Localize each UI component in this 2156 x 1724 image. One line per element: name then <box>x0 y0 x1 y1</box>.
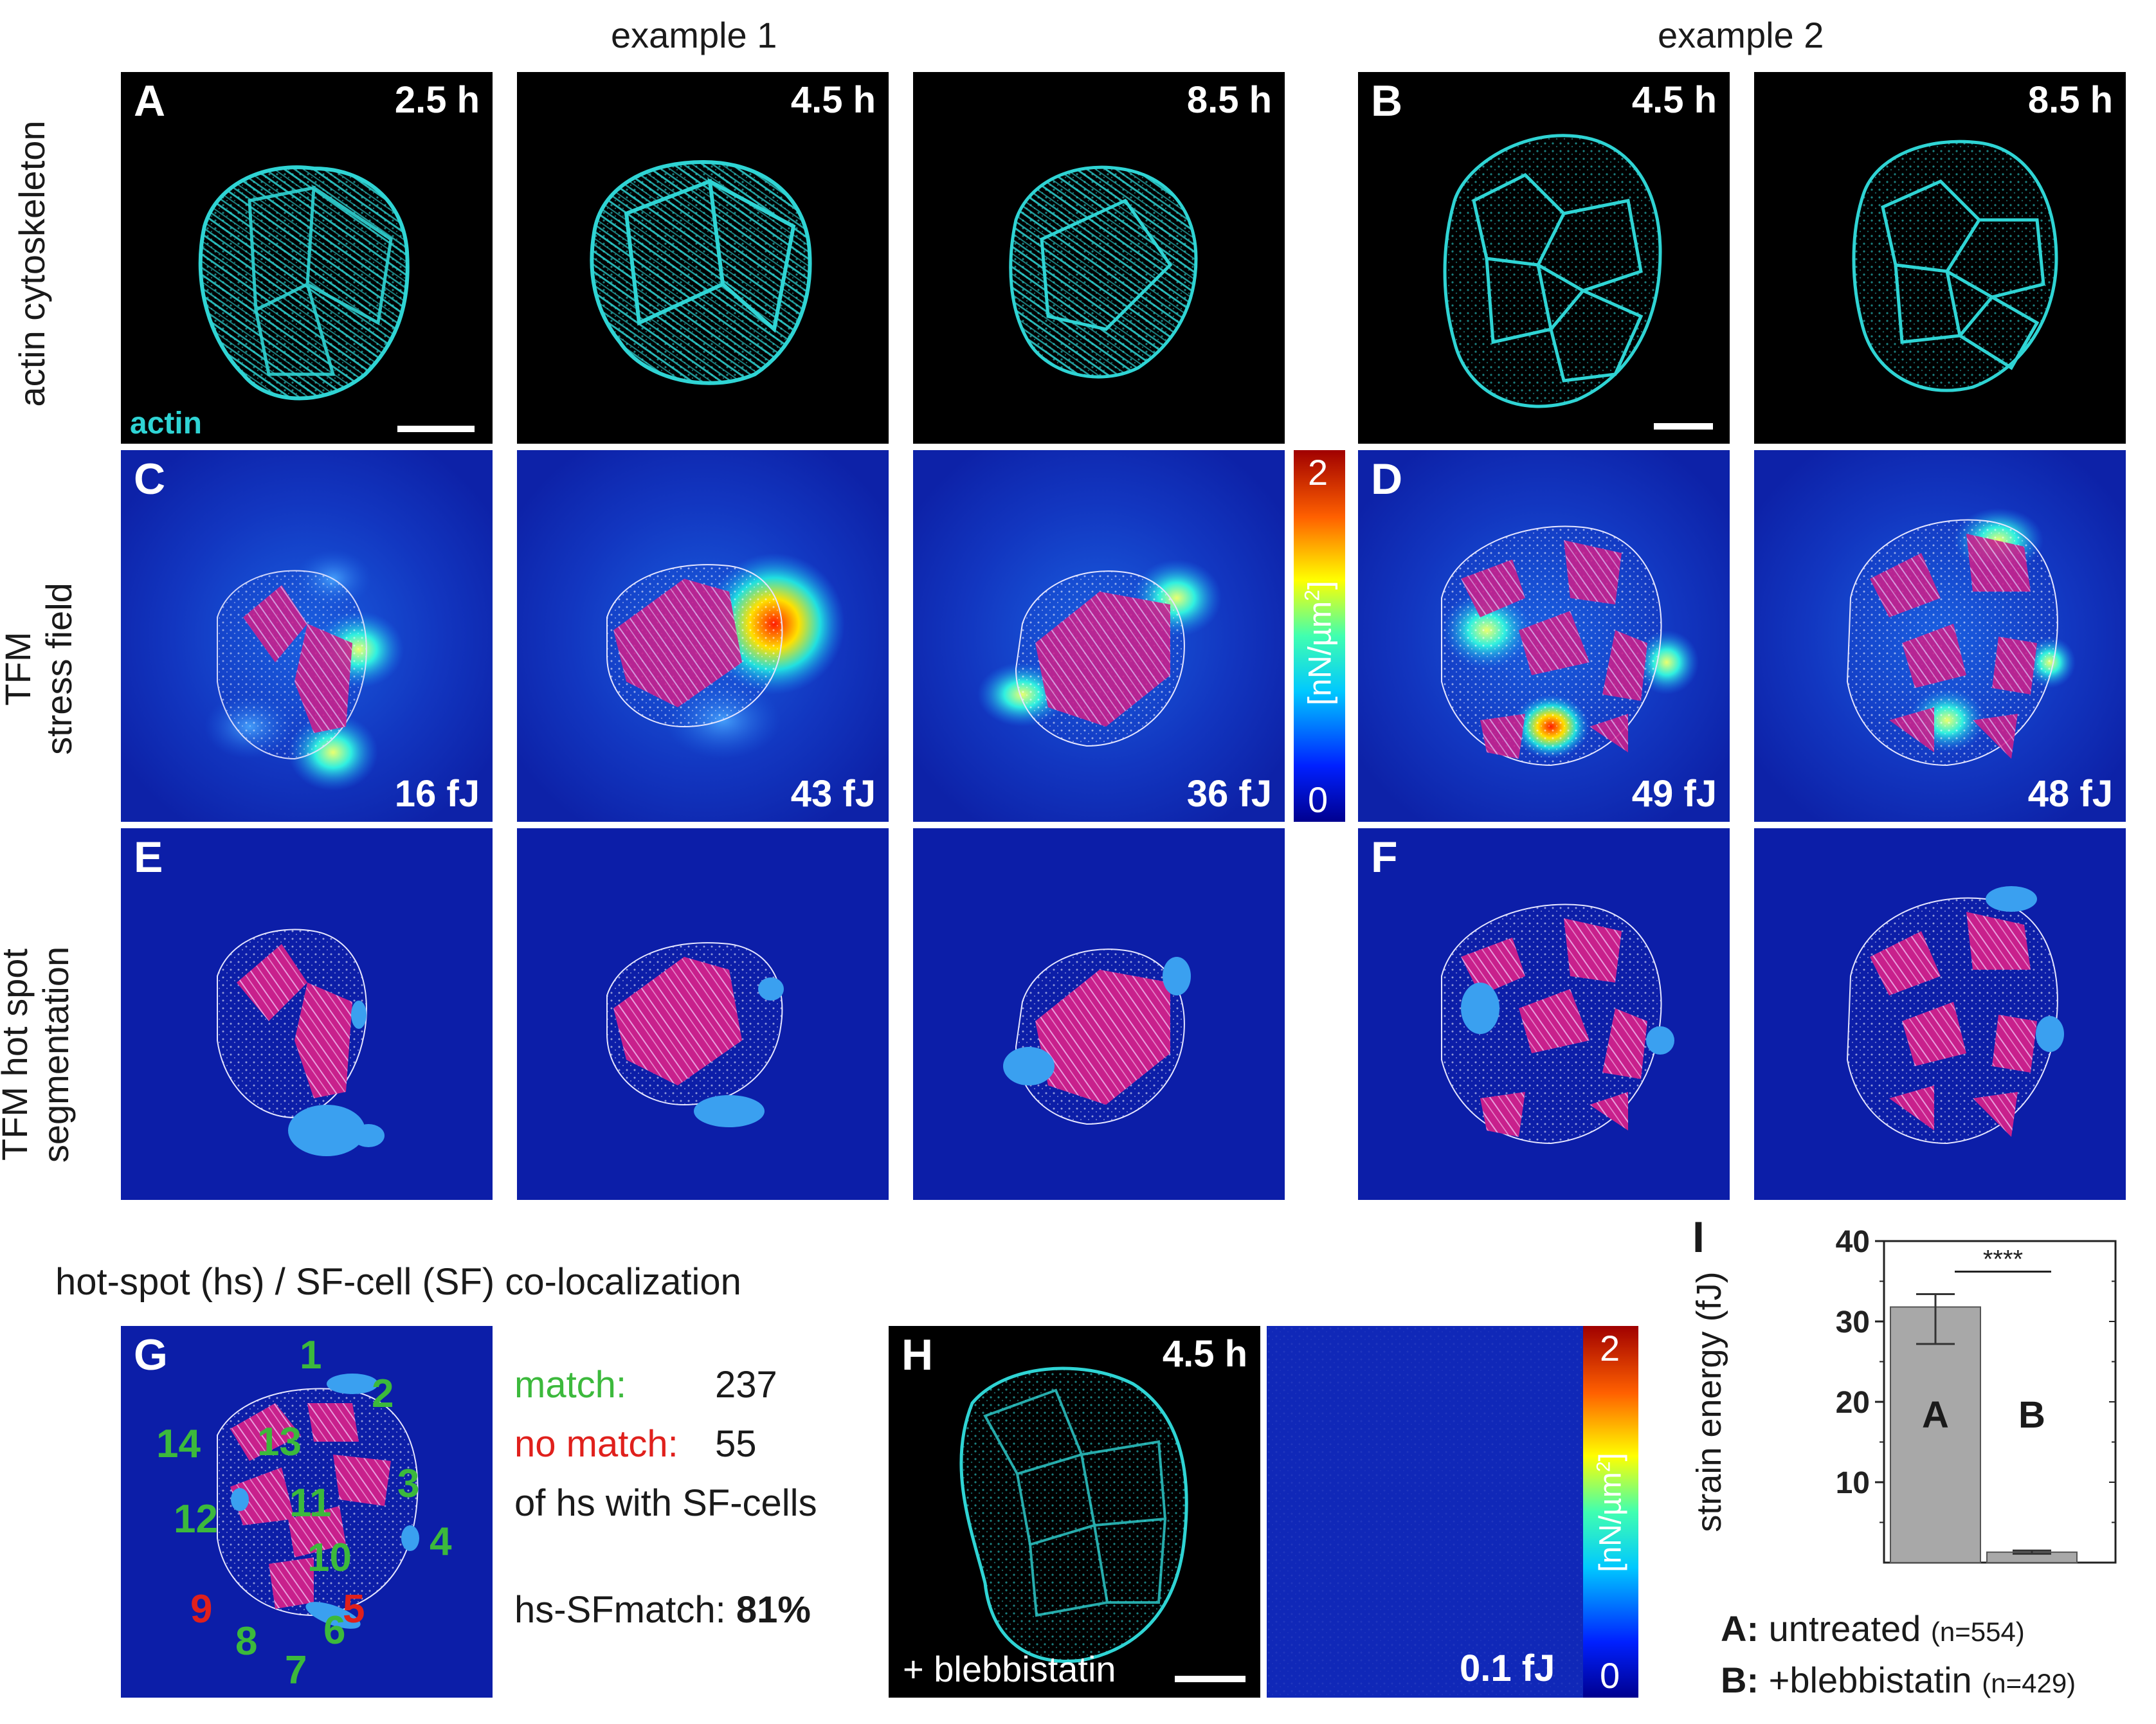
time-label: 4.5 h <box>1162 1333 1247 1375</box>
strain-energy-label: 36 fJ <box>1186 773 1272 815</box>
hotspot-number: 10 <box>307 1536 352 1580</box>
panel-segmentation-5 <box>1754 828 2126 1200</box>
y-tick-label: 30 <box>1836 1305 1870 1339</box>
panel-a-actin-2-5h: A 2.5 h actin <box>121 72 493 444</box>
colorbar-max: 2 <box>1600 1328 1620 1368</box>
colorbar-unit: [nN/µm2] <box>1593 1453 1628 1572</box>
significance-stars: **** <box>1983 1246 2023 1274</box>
legend-b: B: +blebbistatin (n=429) <box>1721 1660 2076 1700</box>
legend-a: A: untreated (n=554) <box>1721 1608 2025 1649</box>
y-axis-label: strain energy (fJ) <box>1690 1271 1728 1532</box>
hotspot-number: 12 <box>174 1497 218 1541</box>
scale-bar <box>397 426 475 432</box>
panel-h-tfm: 2 0 [nN/µm2] 0.1 fJ <box>1267 1326 1638 1698</box>
panel-segmentation-3 <box>913 828 1285 1200</box>
panel-segmentation-2 <box>517 828 889 1200</box>
time-label: 4.5 h <box>1631 79 1717 121</box>
nomatch-value: 55 <box>715 1423 757 1465</box>
hotspot-number: 14 <box>156 1422 201 1466</box>
panel-label-a: A <box>134 77 166 125</box>
panel-label-d: D <box>1371 455 1403 504</box>
strain-energy-label: 0.1 fJ <box>1460 1647 1555 1689</box>
hotspot-number: 4 <box>430 1520 452 1564</box>
hs-sfmatch-value: 81% <box>736 1589 811 1631</box>
panel-b-actin-4-5h: B 4.5 h <box>1358 72 1730 444</box>
bar-category-label: B <box>2018 1394 2045 1436</box>
match-label: match: <box>514 1364 627 1406</box>
panel-tfm-43fj: 43 fJ <box>517 450 889 822</box>
panel-c-tfm-16fj: C 16 fJ <box>121 450 493 822</box>
colorbar-unit: [nN/µm2] <box>1300 581 1338 705</box>
of-hs-text: of hs with SF-cells <box>514 1482 817 1524</box>
row-label-actin: actin cytoskeleton <box>12 120 52 407</box>
actin-channel-label: actin <box>130 406 203 440</box>
hotspot-number: 7 <box>285 1648 307 1692</box>
row-label-tfm-hotspot: TFM hot spot segmentation <box>0 946 76 1163</box>
panel-tfm-36fj: 36 fJ <box>913 450 1285 822</box>
strain-energy-label: 16 fJ <box>394 773 480 815</box>
colorbar-min: 0 <box>1600 1655 1620 1696</box>
panel-h-blebbistatin: H 4.5 h + blebbistatin <box>889 1326 1260 1698</box>
colorbar-min: 0 <box>1308 779 1328 820</box>
time-label: 4.5 h <box>790 79 876 121</box>
panel-label-e: E <box>134 833 163 882</box>
header-example-2: example 2 <box>1658 15 1824 55</box>
panel-label-g: G <box>134 1330 168 1379</box>
scale-bar <box>1654 423 1713 430</box>
hotspot-number: 3 <box>397 1462 420 1506</box>
strain-energy-label: 43 fJ <box>790 773 876 815</box>
hs-sfmatch: hs-SFmatch: 81% <box>514 1589 811 1631</box>
colorbar-max: 2 <box>1308 452 1328 493</box>
hotspot-number: 8 <box>235 1619 258 1664</box>
panel-f-segmentation: F <box>1358 828 1730 1200</box>
panel-actin-4-5h: 4.5 h <box>517 72 889 444</box>
panel-label-i: I <box>1692 1213 1705 1262</box>
row-label-tfm-stress: TFM stress field <box>0 583 79 755</box>
time-label: 8.5 h <box>1186 79 1272 121</box>
panel-g-colocalization: G 1 2 3 4 6 7 8 10 11 12 13 14 5 9 <box>121 1326 493 1698</box>
panel-actin-8-5h: 8.5 h <box>913 72 1285 444</box>
bar-a <box>1890 1306 1981 1563</box>
hotspot-number-nomatch: 5 <box>343 1587 365 1631</box>
strain-energy-label: 48 fJ <box>2027 773 2113 815</box>
panel-label-c: C <box>134 455 166 504</box>
match-value: 237 <box>715 1364 777 1406</box>
panel-label-b: B <box>1371 77 1403 125</box>
panel-label-h: H <box>901 1330 934 1379</box>
colorbar: 2 0 [nN/µm2] <box>1294 450 1345 822</box>
header-example-1: example 1 <box>611 15 777 55</box>
time-label: 8.5 h <box>2027 79 2113 121</box>
panel-e-segmentation: E <box>121 828 493 1200</box>
bar-category-label: A <box>1922 1394 1949 1436</box>
hotspot-number: 2 <box>372 1372 394 1416</box>
panel-label-f: F <box>1371 833 1398 882</box>
hotspot-number: 6 <box>323 1608 346 1653</box>
y-tick-label: 10 <box>1836 1466 1870 1500</box>
hotspot-number: 1 <box>300 1333 322 1377</box>
hotspot-number-nomatch: 9 <box>190 1587 213 1631</box>
strain-energy-bar-chart: 10 20 30 40 A B **** strain energy (fJ) <box>1690 1215 2148 1614</box>
hotspot-number: 11 <box>289 1481 332 1525</box>
panel-d-tfm-49fj: D 49 fJ <box>1358 450 1730 822</box>
panel-tfm-48fj: 48 fJ <box>1754 450 2126 822</box>
hotspot-number: 13 <box>257 1420 302 1464</box>
scale-bar <box>1175 1676 1246 1682</box>
blebbistatin-label: + blebbistatin <box>903 1649 1116 1689</box>
strain-energy-label: 49 fJ <box>1631 773 1717 815</box>
panel-actin-8-5h-b: 8.5 h <box>1754 72 2126 444</box>
y-tick-label: 40 <box>1836 1225 1870 1259</box>
colocalization-title: hot-spot (hs) / SF-cell (SF) co-localiza… <box>55 1261 741 1303</box>
nomatch-label: no match: <box>514 1423 678 1465</box>
y-tick-label: 20 <box>1836 1386 1870 1420</box>
time-label: 2.5 h <box>394 79 480 121</box>
